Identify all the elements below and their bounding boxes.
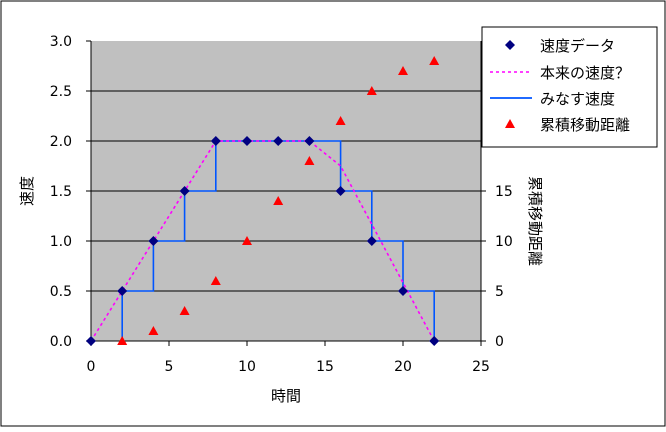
axes: 0.00.51.01.52.02.53.0051015200510152025: [50, 34, 513, 375]
y-tick-label: 2.5: [50, 84, 72, 100]
series-line-true-speed: [90, 140, 435, 342]
y-tick-label: 0.5: [50, 284, 72, 300]
x-axis-label: 時間: [271, 387, 301, 405]
y-tick-label: 0.0: [50, 334, 72, 350]
legend-triangle-icon: [505, 119, 515, 128]
series-layer: [86, 56, 440, 346]
x-tick-label: 20: [394, 359, 412, 375]
cumulative-distance-point: [304, 156, 315, 165]
y2-axis-label: 累積移動距離: [526, 176, 544, 266]
speed-data-point: [398, 286, 408, 296]
y2-tick-label: 15: [495, 184, 513, 200]
speed-data-point: [304, 136, 315, 146]
y-tick-label: 1.5: [50, 184, 72, 200]
y-tick-label: 1.0: [50, 234, 72, 250]
x-tick-label: 15: [316, 359, 334, 375]
y2-tick-label: 0: [495, 334, 504, 350]
speed-data-point: [366, 236, 377, 246]
cumulative-distance-point: [242, 236, 252, 245]
x-tick-label: 0: [87, 359, 96, 375]
legend-diamond-icon: [505, 40, 515, 50]
y-tick-label: 3.0: [50, 34, 72, 50]
cumulative-distance-point: [273, 196, 284, 205]
cumulative-distance-point: [148, 326, 159, 335]
x-tick-label: 5: [165, 359, 174, 375]
legend-entry-label: 本来の速度？: [540, 64, 630, 82]
y2-tick-label: 10: [495, 234, 513, 250]
speed-data-point: [148, 236, 159, 246]
legend-entry-label: 累積移動距離: [540, 116, 630, 134]
y-tick-label: 2.0: [50, 134, 72, 150]
cumulative-distance-point: [117, 336, 128, 345]
legend-entry-label: 速度データ: [540, 37, 615, 55]
speed-data-point: [86, 336, 96, 346]
speed-data-point: [179, 186, 190, 196]
speed-data-point: [117, 286, 128, 296]
cumulative-distance-point: [335, 116, 346, 125]
x-tick-label: 10: [238, 359, 256, 375]
cumulative-distance-point: [210, 276, 221, 285]
y-axis-label: 速度: [18, 176, 36, 206]
cumulative-distance-point: [366, 86, 377, 95]
legend-entry-label: みなす速度: [540, 90, 615, 108]
cumulative-distance-point: [429, 56, 440, 65]
cumulative-distance-point: [398, 66, 408, 75]
x-tick-label: 25: [472, 359, 490, 375]
cumulative-distance-point: [179, 306, 190, 315]
speed-data-point: [429, 336, 440, 346]
speed-data-point: [210, 136, 221, 146]
speed-data-point: [242, 136, 252, 146]
y2-tick-label: 5: [495, 284, 504, 300]
speed-data-point: [335, 186, 346, 196]
speed-data-point: [273, 136, 284, 146]
